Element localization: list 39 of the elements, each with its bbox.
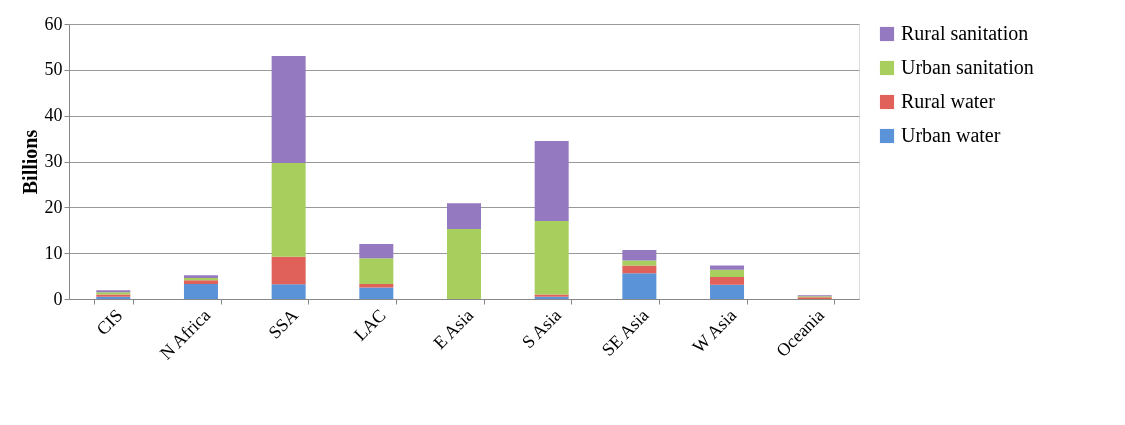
y-tick-label: 50 — [44, 59, 63, 80]
x-tick-label: SSA — [264, 305, 302, 343]
y-tick-label: 20 — [44, 196, 63, 217]
y-tick-label: 10 — [44, 242, 63, 263]
bar — [359, 244, 394, 259]
x-tick-label: W Asia — [688, 305, 741, 357]
y-tick-label: 60 — [44, 13, 63, 34]
legend-label: Rural water — [901, 90, 996, 112]
bar — [622, 249, 657, 261]
bar — [447, 228, 481, 299]
bar — [359, 283, 394, 288]
y-tick-label: 0 — [53, 288, 63, 309]
bar — [622, 265, 657, 274]
bar — [359, 287, 394, 299]
bar — [710, 265, 745, 270]
bar — [622, 273, 657, 299]
bar — [359, 258, 394, 284]
bar — [710, 284, 745, 299]
bar — [271, 162, 306, 257]
bar — [534, 221, 569, 295]
bar — [710, 269, 745, 277]
x-tick-label: S Asia — [517, 305, 565, 353]
y-axis-title: Billions — [18, 129, 41, 195]
bar — [447, 203, 481, 229]
bar — [271, 284, 306, 299]
legend-label: Urban water — [901, 124, 1001, 146]
y-tick-label: 30 — [44, 151, 63, 171]
x-tick-label: CIS — [92, 305, 127, 340]
bar — [534, 140, 569, 222]
bar — [271, 56, 306, 163]
bar — [710, 277, 745, 285]
bar — [622, 260, 657, 266]
y-tick-label: 40 — [44, 105, 63, 126]
bar — [183, 283, 218, 299]
legend-label: Urban sanitation — [901, 56, 1034, 78]
bar — [271, 256, 306, 285]
legend-label: Rural sanitation — [901, 22, 1029, 44]
x-tick-label: E Asia — [429, 305, 478, 353]
x-tick-label: SE Asia — [597, 305, 653, 360]
